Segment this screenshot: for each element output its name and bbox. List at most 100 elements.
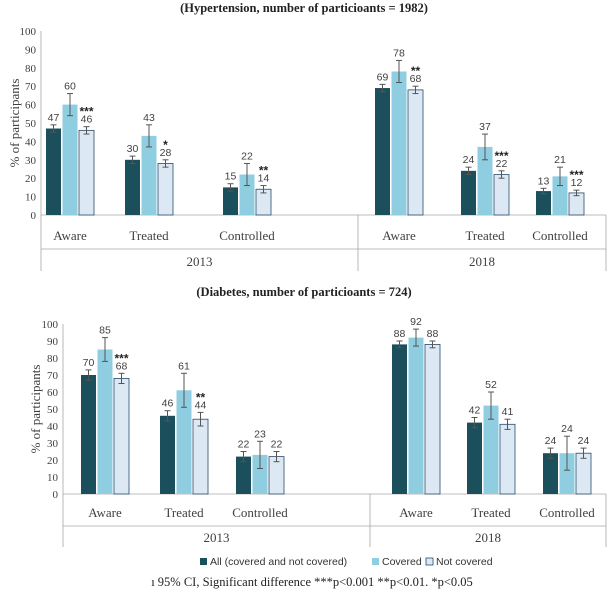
data-label: 68 <box>410 73 422 85</box>
category-label-controlled: Controlled <box>539 505 595 520</box>
y-tick-label: 70 <box>25 81 37 93</box>
significance-marker: *** <box>569 168 583 182</box>
significance-marker: *** <box>79 105 93 119</box>
data-label: 28 <box>160 147 172 159</box>
legend-label-covered: Covered <box>382 556 422 568</box>
y-tick-label: 0 <box>53 489 59 501</box>
y-tick-label: 90 <box>47 336 59 348</box>
category-label-aware: Aware <box>53 228 87 243</box>
data-label: 92 <box>410 316 422 328</box>
category-label-treated: Treated <box>129 228 169 243</box>
bar <box>252 454 268 494</box>
bar <box>536 191 551 215</box>
group-label-2018: 2018 <box>475 530 501 545</box>
data-label: 61 <box>178 360 190 372</box>
footnote: ı 95% CI, Significant difference ***p<0.… <box>151 575 473 589</box>
data-label: 46 <box>162 398 174 410</box>
data-label: 14 <box>258 173 270 185</box>
data-label: 21 <box>554 154 566 166</box>
y-tick-label: 10 <box>25 192 37 204</box>
bar <box>236 456 251 494</box>
bar <box>483 405 499 494</box>
bar <box>81 375 96 494</box>
y-tick-label: 70 <box>47 370 59 382</box>
bar <box>408 337 424 494</box>
bar <box>461 170 476 215</box>
bar <box>477 146 493 215</box>
diabetes-chart: (Diabetes, number of particioants = 724)… <box>28 285 607 547</box>
data-label: 22 <box>241 150 253 162</box>
y-tick-label: 30 <box>25 155 37 167</box>
bar <box>176 390 192 494</box>
y-tick-label: 20 <box>47 455 59 467</box>
bar <box>391 71 407 215</box>
significance-marker: * <box>163 138 168 152</box>
y-axis-title: % of participants <box>7 79 22 168</box>
y-tick-label: 40 <box>47 421 59 433</box>
bar <box>467 422 482 494</box>
y-tick-label: 60 <box>25 100 37 112</box>
bar <box>392 344 407 494</box>
y-axis-title: % of participants <box>28 365 43 454</box>
y-tick-label: 20 <box>25 173 37 185</box>
legend-swatch-not-covered <box>425 557 434 566</box>
bar <box>375 88 390 215</box>
data-label: 30 <box>127 143 139 155</box>
hypertension-chart: (Hypertension, number of particioants = … <box>7 1 607 271</box>
bar <box>499 423 516 495</box>
category-label-treated: Treated <box>164 505 204 520</box>
category-label-controlled: Controlled <box>532 228 588 243</box>
data-label: 24 <box>545 435 557 447</box>
data-label: 24 <box>561 423 573 435</box>
legend-label-all: All (covered and not covered) <box>210 556 347 568</box>
category-label-controlled: Controlled <box>232 505 288 520</box>
bar <box>407 89 424 216</box>
data-label: 78 <box>393 47 405 59</box>
data-label: 60 <box>64 81 76 93</box>
y-tick-label: 10 <box>47 472 59 484</box>
legend-swatch-all <box>200 558 207 565</box>
data-label: 24 <box>463 154 475 166</box>
category-label-controlled: Controlled <box>219 228 275 243</box>
bar <box>559 453 575 494</box>
y-tick-label: 30 <box>47 438 59 450</box>
bar <box>424 343 441 495</box>
bar <box>113 377 130 495</box>
bar <box>78 129 95 216</box>
bar <box>46 128 61 215</box>
bar <box>62 104 78 215</box>
category-label-treated: Treated <box>471 505 511 520</box>
data-label: 13 <box>538 175 550 187</box>
bar <box>268 456 285 495</box>
data-label: 46 <box>81 114 93 126</box>
category-label-treated: Treated <box>465 228 505 243</box>
group-label-2013: 2013 <box>187 254 213 269</box>
data-label: 41 <box>502 406 514 418</box>
data-label: 12 <box>571 177 583 189</box>
y-tick-label: 40 <box>25 136 37 148</box>
y-tick-label: 80 <box>47 353 59 365</box>
y-tick-label: 60 <box>47 387 59 399</box>
bar <box>575 452 592 495</box>
data-label: 85 <box>99 325 111 337</box>
data-label: 22 <box>496 158 508 170</box>
data-label: 22 <box>271 439 283 451</box>
bar <box>493 174 510 216</box>
significance-marker: ** <box>411 64 421 78</box>
data-label: 44 <box>195 399 207 411</box>
data-label: 69 <box>377 71 389 83</box>
data-label: 22 <box>238 439 250 451</box>
significance-marker: *** <box>114 351 128 365</box>
y-tick-label: 0 <box>31 210 37 222</box>
group-label-2018: 2018 <box>469 254 495 269</box>
legend-swatch-covered <box>372 558 379 565</box>
chart-title: (Hypertension, number of particioants = … <box>180 1 428 15</box>
data-label: 88 <box>427 328 439 340</box>
significance-marker: ** <box>259 164 269 178</box>
data-label: 43 <box>143 112 155 124</box>
bar <box>223 187 238 215</box>
group-label-2013: 2013 <box>204 530 230 545</box>
category-label-aware: Aware <box>88 505 122 520</box>
y-tick-label: 100 <box>42 319 59 331</box>
